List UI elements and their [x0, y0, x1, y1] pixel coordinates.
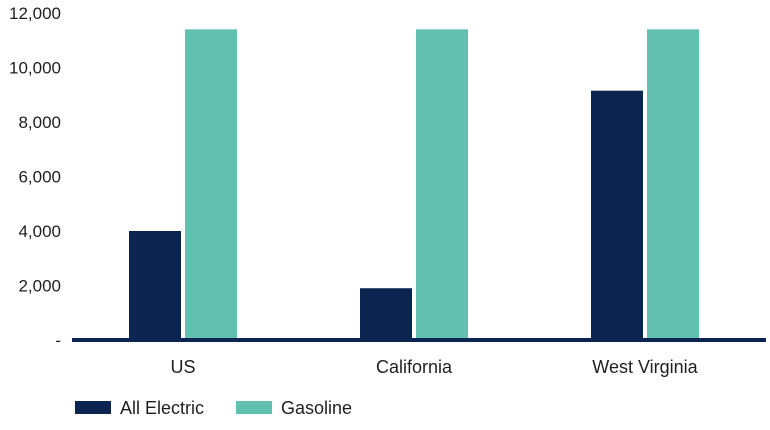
legend-swatch-all-electric [75, 401, 111, 414]
legend: All Electric Gasoline [75, 398, 352, 418]
x-tick-label: West Virginia [592, 357, 698, 377]
bar-all-electric-us [129, 231, 181, 340]
bar-gasoline-us [185, 29, 237, 340]
y-tick-label: - [55, 331, 61, 350]
legend-label: All Electric [120, 398, 204, 418]
bar-gasoline-west-virginia [647, 29, 699, 340]
bar-all-electric-california [360, 288, 412, 340]
x-axis: US California West Virginia [170, 357, 698, 377]
y-tick-label: 6,000 [18, 168, 61, 187]
x-tick-label: California [376, 357, 453, 377]
legend-swatch-gasoline [236, 401, 272, 414]
x-tick-label: US [170, 357, 195, 377]
bar-gasoline-california [416, 29, 468, 340]
y-tick-label: 8,000 [18, 113, 61, 132]
legend-label: Gasoline [281, 398, 352, 418]
y-tick-label: 2,000 [18, 277, 61, 296]
y-tick-label: 12,000 [9, 4, 61, 23]
y-axis: - 2,000 4,000 6,000 8,000 10,000 12,000 [9, 4, 61, 350]
bars [129, 29, 699, 340]
y-tick-label: 10,000 [9, 59, 61, 78]
bar-all-electric-west-virginia [591, 90, 643, 340]
y-tick-label: 4,000 [18, 222, 61, 241]
